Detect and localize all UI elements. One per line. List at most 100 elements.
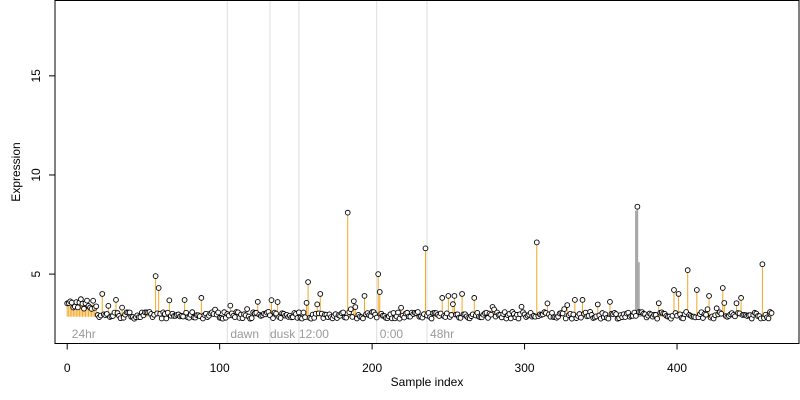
- data-point: [457, 315, 464, 321]
- data-point: [398, 304, 404, 311]
- data-point: [155, 285, 162, 291]
- expression-points: [64, 203, 775, 322]
- data-point: [183, 309, 189, 316]
- data-point: [350, 298, 357, 305]
- data-point: [376, 289, 383, 295]
- data-point: [375, 271, 382, 277]
- condition-labels: 24hr dawn dusk 12:00 0:00 48hr: [72, 327, 454, 341]
- data-point: [594, 301, 601, 308]
- data-point: [90, 297, 96, 304]
- data-point: [158, 315, 165, 322]
- data-point: [765, 315, 772, 322]
- data-point: [694, 287, 700, 293]
- data-point: [344, 209, 351, 216]
- data-point: [244, 306, 250, 312]
- data-point: [166, 297, 173, 304]
- data-point: [75, 304, 81, 311]
- data-point: [248, 315, 255, 321]
- data-point: [713, 305, 720, 312]
- data-point: [561, 306, 568, 312]
- data-point: [305, 279, 311, 285]
- data-point: [675, 291, 682, 297]
- data-point: [254, 299, 261, 305]
- data-point: [439, 295, 446, 301]
- x-tick-label: 0: [64, 361, 71, 375]
- data-point: [105, 303, 112, 309]
- x-tick-label: 100: [210, 361, 230, 375]
- data-point: [415, 309, 421, 315]
- data-point: [719, 285, 726, 291]
- data-point: [343, 314, 350, 321]
- data-point: [732, 313, 738, 320]
- data-point: [268, 297, 275, 303]
- data-point: [768, 310, 775, 316]
- data-point: [718, 310, 725, 317]
- data-point: [227, 302, 234, 309]
- data-point: [572, 297, 578, 303]
- data-point: [163, 315, 170, 322]
- data-point: [721, 300, 728, 306]
- data-point: [300, 309, 307, 316]
- data-point: [189, 309, 196, 316]
- data-point: [232, 314, 238, 320]
- data-point: [564, 302, 571, 308]
- data-point: [471, 295, 478, 301]
- data-point: [119, 304, 125, 311]
- data-point: [633, 313, 639, 319]
- data-point: [349, 314, 356, 320]
- data-point: [451, 293, 458, 299]
- data-point: [579, 297, 586, 303]
- condition-separators: [226, 0, 428, 344]
- condition-label: dusk: [270, 327, 296, 341]
- data-point: [113, 297, 119, 303]
- data-point: [445, 293, 452, 299]
- data-point: [518, 303, 525, 310]
- data-point: [607, 299, 613, 305]
- plot-frame: [54, 0, 800, 344]
- x-tick-label: 200: [362, 361, 382, 375]
- data-point: [450, 301, 456, 308]
- x-tick-label: 300: [515, 361, 535, 375]
- data-point: [706, 293, 712, 299]
- data-point: [215, 309, 221, 316]
- data-point: [99, 291, 106, 297]
- data-point: [302, 314, 308, 321]
- data-point: [654, 315, 661, 322]
- data-point: [340, 309, 346, 316]
- data-point: [352, 304, 359, 310]
- data-point: [684, 267, 691, 273]
- x-axis-label: Sample index: [391, 375, 464, 389]
- data-point: [277, 315, 284, 321]
- y-tick-label: 5: [29, 270, 43, 277]
- y-tick-label: 15: [29, 69, 43, 83]
- data-point: [81, 305, 87, 312]
- data-point: [704, 306, 711, 313]
- x-axis: 0 100 200 300 400: [64, 343, 687, 375]
- data-point: [181, 297, 188, 303]
- data-point: [488, 311, 494, 318]
- data-point: [634, 203, 641, 210]
- y-axis-label: Expression: [9, 142, 23, 201]
- data-point: [303, 300, 310, 306]
- data-point: [738, 295, 744, 301]
- data-point: [655, 300, 662, 307]
- data-point: [317, 291, 324, 297]
- condition-label: 48hr: [430, 327, 454, 341]
- data-point: [270, 315, 276, 322]
- data-point: [578, 314, 584, 321]
- data-point: [733, 300, 740, 307]
- data-point: [544, 300, 551, 307]
- x-tick-label: 400: [667, 361, 687, 375]
- data-point: [395, 309, 401, 316]
- data-point: [296, 309, 302, 316]
- data-point: [347, 306, 354, 313]
- data-point: [428, 315, 435, 322]
- data-point: [508, 315, 514, 322]
- data-point: [93, 303, 100, 310]
- condition-label: 12:00: [299, 327, 329, 341]
- data-point: [703, 311, 709, 318]
- data-point: [273, 310, 279, 317]
- y-axis: 5 10 15: [29, 69, 55, 277]
- data-point: [759, 261, 766, 268]
